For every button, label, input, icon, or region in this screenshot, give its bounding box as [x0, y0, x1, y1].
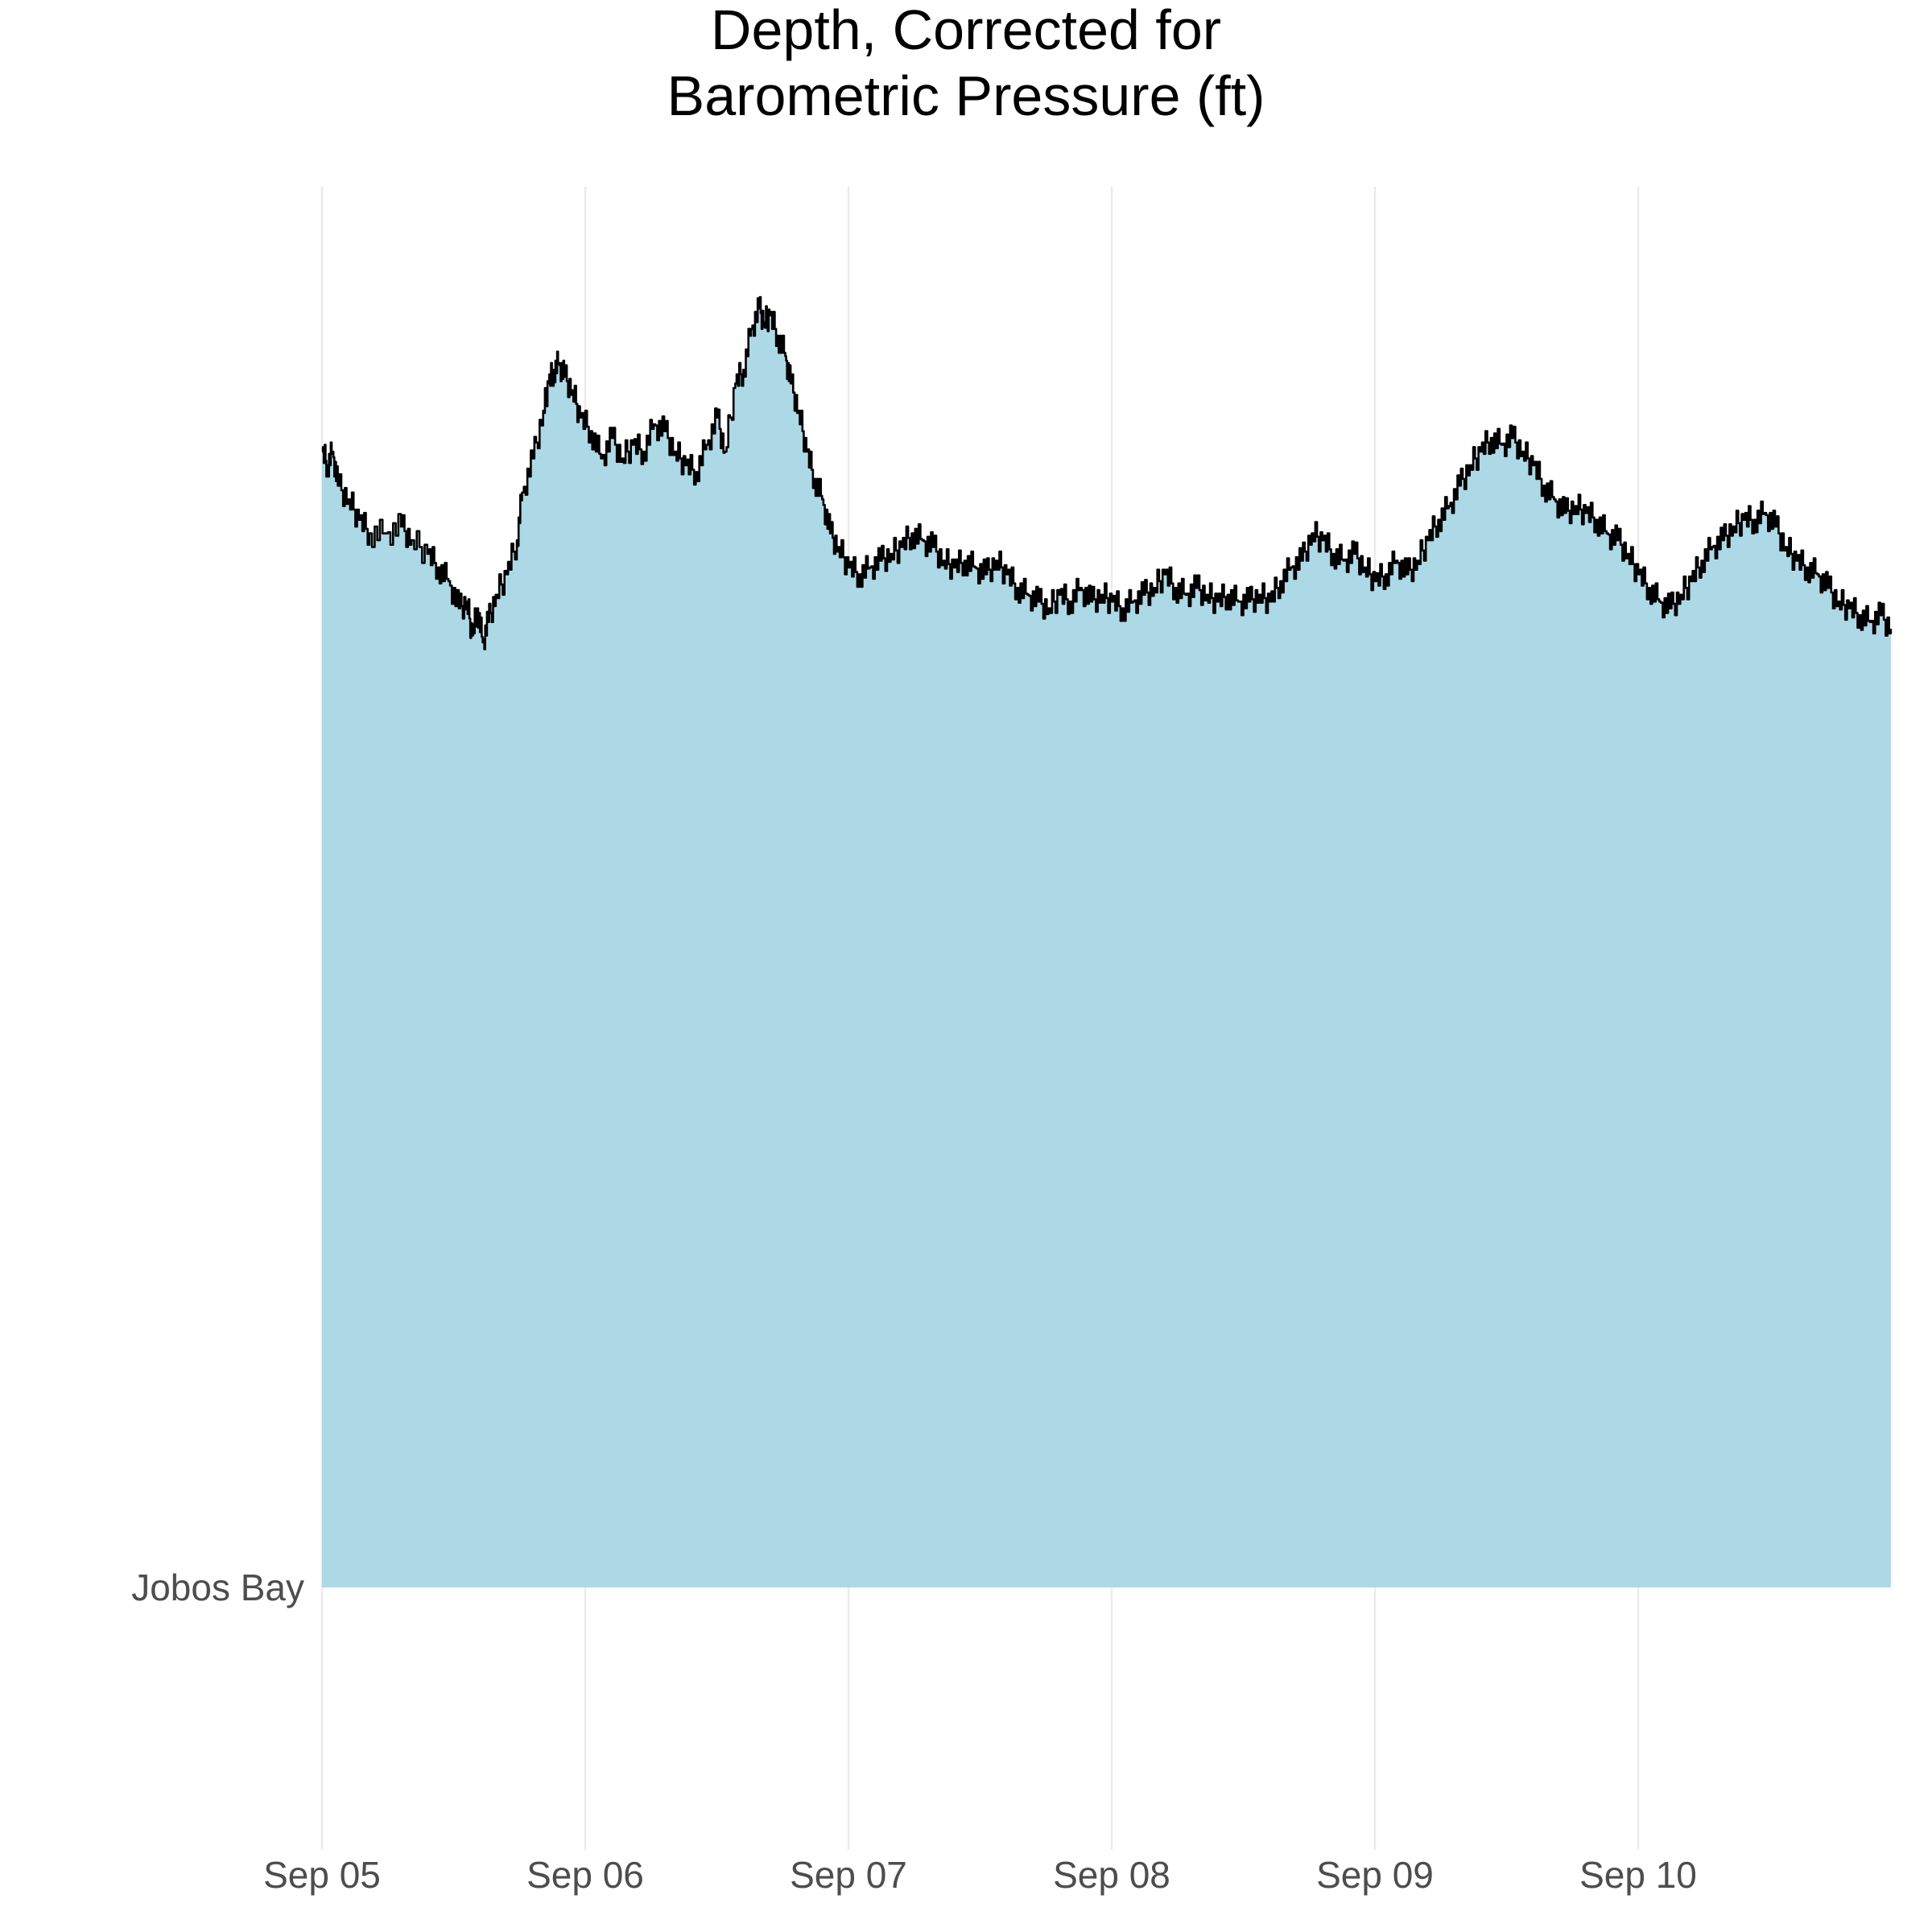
x-tick-label: Sep 05	[263, 1854, 381, 1896]
x-tick-label: Sep 09	[1316, 1854, 1434, 1896]
x-tick-label: Sep 08	[1053, 1854, 1170, 1896]
series-line	[321, 295, 1893, 650]
y-axis-category-label: Jobos Bay	[131, 1567, 304, 1608]
x-tick-label: Sep 06	[526, 1854, 644, 1896]
x-tick-label: Sep 10	[1579, 1854, 1697, 1896]
series-area-fill	[322, 297, 1891, 1588]
x-axis-tick-labels: Sep 05 Sep 06 Sep 07 Sep 08 Sep 09 Sep 10	[263, 1854, 1697, 1896]
chart-title-line-2: Barometric Pressure (ft)	[667, 64, 1265, 127]
x-tick-label: Sep 07	[790, 1854, 907, 1896]
chart-title-line-1: Depth, Corrected for	[710, 0, 1222, 61]
